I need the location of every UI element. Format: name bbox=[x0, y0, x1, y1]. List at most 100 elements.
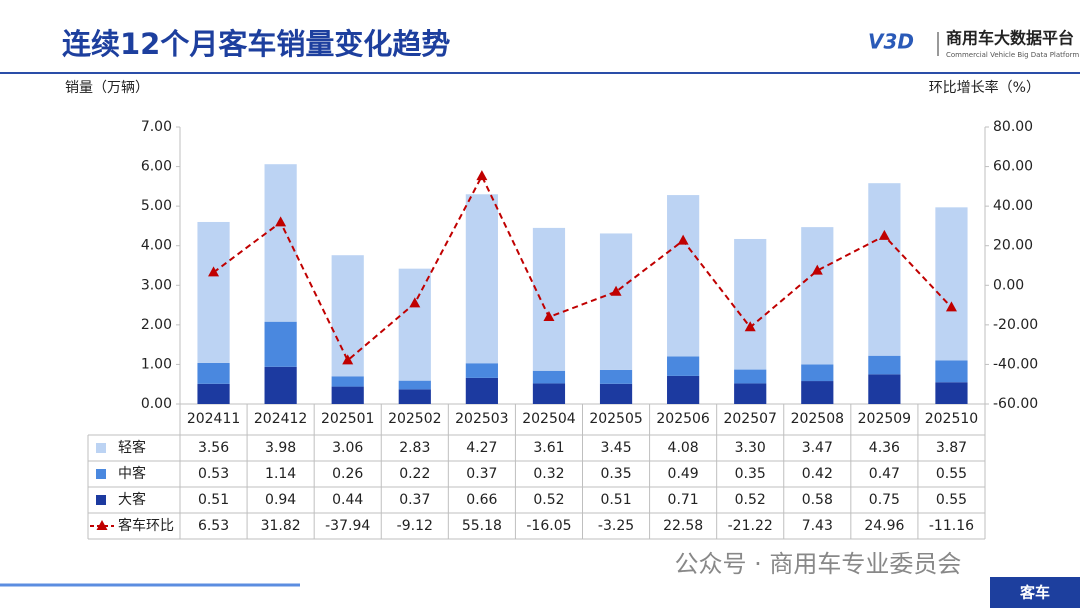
line-marker bbox=[275, 216, 287, 227]
table-value: 0.49 bbox=[668, 466, 699, 482]
bar bbox=[465, 363, 498, 378]
y2-tick-label: 0.00 bbox=[993, 277, 1024, 293]
x-tick-label: 202510 bbox=[925, 411, 978, 427]
y2-tick-label: -20.00 bbox=[993, 317, 1038, 333]
y-tick-label: 6.00 bbox=[141, 159, 172, 175]
table-value: 4.36 bbox=[869, 440, 900, 456]
table-value: -16.05 bbox=[526, 518, 571, 534]
table-value: 24.96 bbox=[864, 518, 904, 534]
bar bbox=[264, 366, 297, 404]
table-value: 3.45 bbox=[600, 440, 631, 456]
bar bbox=[398, 389, 431, 404]
bar bbox=[935, 207, 968, 361]
table-value: 0.51 bbox=[198, 492, 229, 508]
table-value: 4.08 bbox=[668, 440, 699, 456]
footer-tag: 客车 bbox=[1019, 584, 1050, 602]
table-value: 3.61 bbox=[533, 440, 564, 456]
table-value: 0.71 bbox=[668, 492, 699, 508]
bar bbox=[868, 374, 901, 404]
chart-title: 连续12个月客车销量变化趋势 bbox=[62, 27, 450, 61]
bar bbox=[667, 375, 700, 404]
y-tick-label: 4.00 bbox=[141, 238, 172, 254]
legend-swatch bbox=[96, 495, 106, 505]
line-marker bbox=[811, 264, 823, 275]
legend-label: 中客 bbox=[118, 465, 146, 482]
line-marker bbox=[878, 229, 890, 240]
y2-axis-label: 环比增长率（%） bbox=[929, 79, 1040, 96]
y-tick-label: 0.00 bbox=[141, 396, 172, 412]
y-tick-label: 5.00 bbox=[141, 198, 172, 214]
table-value: 0.42 bbox=[802, 466, 833, 482]
x-tick-label: 202503 bbox=[455, 411, 508, 427]
bar bbox=[197, 383, 230, 404]
legend-label: 轻客 bbox=[118, 439, 146, 456]
bar bbox=[398, 268, 431, 381]
bar bbox=[398, 380, 431, 390]
logo-subtitle: Commercial Vehicle Big Data Platform bbox=[946, 51, 1079, 59]
table-value: 3.47 bbox=[802, 440, 833, 456]
line-marker bbox=[744, 321, 756, 332]
table-value: 1.14 bbox=[265, 466, 296, 482]
table-value: 0.26 bbox=[332, 466, 363, 482]
legend-label: 客车环比 bbox=[118, 517, 174, 534]
bar bbox=[465, 194, 498, 364]
bar bbox=[599, 369, 633, 384]
line-marker bbox=[945, 301, 957, 312]
y2-tick-label: 80.00 bbox=[993, 119, 1033, 135]
legend-swatch bbox=[96, 469, 106, 479]
bar bbox=[532, 370, 566, 384]
table-value: 0.22 bbox=[399, 466, 430, 482]
y-axis-label: 销量（万辆） bbox=[65, 80, 149, 96]
bar bbox=[197, 221, 230, 363]
line-marker bbox=[677, 234, 689, 245]
bar bbox=[197, 362, 230, 384]
bar bbox=[734, 369, 767, 384]
bar bbox=[935, 382, 968, 404]
x-tick-label: 202505 bbox=[589, 411, 642, 427]
line-marker bbox=[476, 170, 488, 181]
line-marker bbox=[409, 297, 421, 308]
table-value: 3.56 bbox=[198, 440, 229, 456]
y-tick-label: 1.00 bbox=[141, 356, 172, 372]
bar bbox=[667, 356, 700, 376]
table-value: 3.98 bbox=[265, 440, 296, 456]
y2-tick-label: -60.00 bbox=[993, 396, 1038, 412]
table-value: 0.51 bbox=[600, 492, 631, 508]
y-tick-label: 2.00 bbox=[141, 317, 172, 333]
bar bbox=[465, 377, 498, 404]
bar bbox=[264, 164, 297, 322]
y2-tick-label: -40.00 bbox=[993, 356, 1038, 372]
line-marker bbox=[610, 285, 622, 296]
y-tick-label: 3.00 bbox=[141, 277, 172, 293]
logo-title: 商用车大数据平台 bbox=[946, 29, 1074, 48]
table-value: 22.58 bbox=[663, 518, 703, 534]
line-marker bbox=[208, 266, 220, 277]
x-tick-label: 202507 bbox=[723, 411, 776, 427]
table-value: 3.87 bbox=[936, 440, 967, 456]
watermark: 公众号 · 商用车专业委员会 bbox=[675, 550, 962, 578]
x-tick-label: 202504 bbox=[522, 411, 576, 427]
table-value: 2.83 bbox=[399, 440, 430, 456]
bar bbox=[868, 355, 901, 375]
bar bbox=[599, 233, 633, 370]
table-value: 0.55 bbox=[936, 492, 967, 508]
table-value: 0.37 bbox=[399, 492, 430, 508]
table-value: 0.35 bbox=[735, 466, 766, 482]
bar bbox=[532, 383, 566, 404]
table-value: -9.12 bbox=[397, 518, 433, 534]
table-value: 31.82 bbox=[261, 518, 301, 534]
table-value: 3.30 bbox=[735, 440, 766, 456]
table-value: 0.35 bbox=[600, 466, 631, 482]
y-tick-label: 7.00 bbox=[141, 119, 172, 135]
table-value: 3.06 bbox=[332, 440, 363, 456]
bar bbox=[801, 364, 834, 382]
table-value: 0.32 bbox=[533, 466, 564, 482]
table-value: 0.37 bbox=[466, 466, 497, 482]
table-value: 0.55 bbox=[936, 466, 967, 482]
bar bbox=[532, 227, 566, 371]
table-value: 0.58 bbox=[802, 492, 833, 508]
table-value: 6.53 bbox=[198, 518, 229, 534]
table-value: 7.43 bbox=[802, 518, 833, 534]
bar bbox=[331, 376, 364, 387]
table-value: 4.27 bbox=[466, 440, 497, 456]
